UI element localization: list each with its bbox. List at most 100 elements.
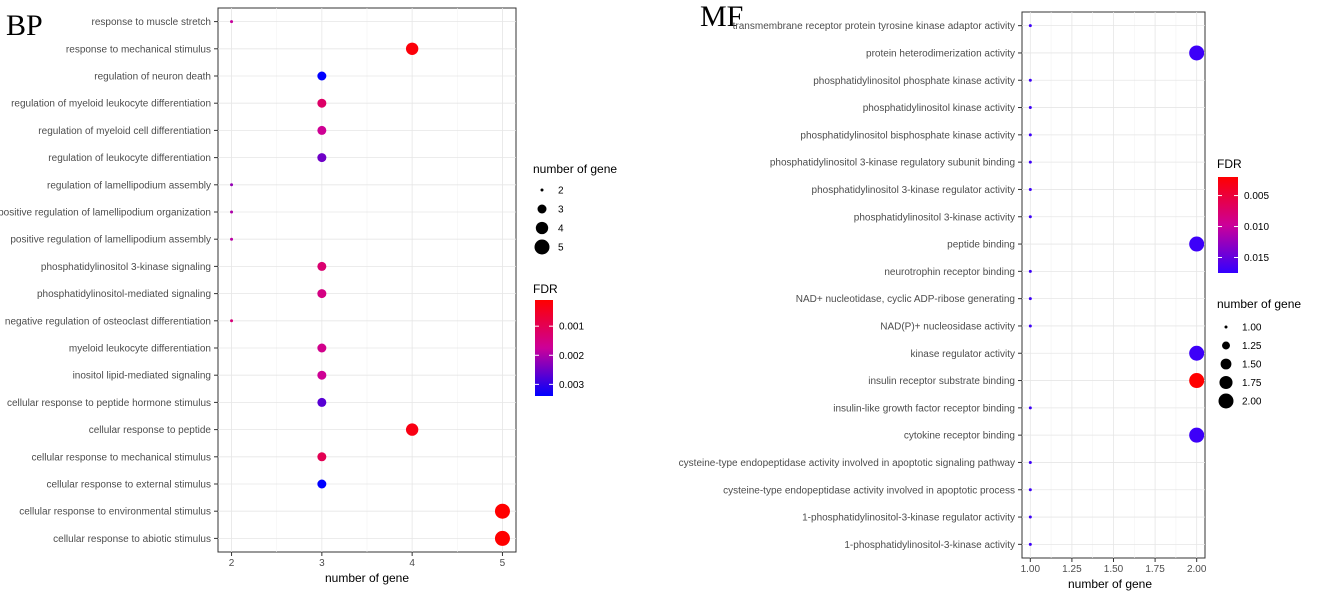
data-point — [230, 237, 234, 241]
mf-fdr-colorbar — [1218, 177, 1238, 273]
x-tick-label: 5 — [500, 558, 506, 569]
data-point — [230, 319, 234, 323]
category-label: regulation of myeloid leukocyte differen… — [11, 99, 211, 110]
mf-x-axis-title: number of gene — [1068, 577, 1152, 591]
x-tick-label: 1.25 — [1062, 564, 1082, 575]
x-tick-label: 1.75 — [1145, 564, 1165, 575]
category-label: cellular response to environmental stimu… — [19, 507, 211, 518]
category-label: phosphatidylinositol bisphosphate kinase… — [800, 130, 1015, 141]
data-point — [317, 479, 327, 489]
data-point — [494, 530, 510, 546]
category-label: phosphatidylinositol kinase activity — [863, 103, 1015, 114]
bp-color-legend: FDR 0.001 0.002 0.003 — [533, 282, 584, 396]
mf-panel-label: MF — [700, 0, 743, 33]
size-legend-label: 1.50 — [1242, 360, 1262, 371]
size-legend-dot — [1224, 325, 1228, 329]
data-point — [317, 71, 327, 81]
data-point — [1028, 406, 1032, 410]
size-legend-dot — [1219, 375, 1233, 390]
size-legend-label: 1.75 — [1242, 378, 1262, 389]
category-label: response to mechanical stimulus — [66, 44, 211, 55]
bp-color-legend-title: FDR — [533, 282, 558, 296]
category-label: regulation of lamellipodium assembly — [47, 180, 211, 191]
category-label: phosphatidylinositol 3-kinase regulatory… — [770, 158, 1015, 169]
category-label: positive regulation of lamellipodium org… — [0, 208, 211, 219]
data-point — [1028, 106, 1032, 110]
category-label: transmembrane receptor protein tyrosine … — [733, 21, 1015, 32]
data-point — [317, 370, 327, 380]
data-point — [317, 289, 327, 299]
data-point — [317, 343, 327, 353]
x-tick-label: 1.00 — [1021, 564, 1041, 575]
x-tick-label: 3 — [319, 558, 325, 569]
mf-size-legend-title: number of gene — [1217, 297, 1301, 311]
size-legend-label: 2 — [558, 186, 564, 197]
data-point — [317, 397, 327, 407]
size-legend-dot — [540, 188, 544, 192]
bp-x-axis-title: number of gene — [325, 571, 409, 585]
size-legend-label: 3 — [558, 205, 564, 216]
data-point — [1189, 45, 1205, 61]
category-label: positive regulation of lamellipodium ass… — [10, 235, 211, 246]
data-point — [494, 503, 510, 519]
colorbar-label: 0.002 — [559, 351, 584, 362]
data-point — [317, 153, 327, 163]
x-tick-label: 1.50 — [1104, 564, 1124, 575]
category-label: phosphatidylinositol phosphate kinase ac… — [813, 76, 1015, 87]
category-label: myeloid leukocyte differentiation — [69, 344, 211, 355]
data-point — [1189, 345, 1205, 361]
x-tick-label: 2.00 — [1187, 564, 1207, 575]
category-label: cellular response to external stimulus — [46, 480, 211, 491]
category-label: protein heterodimerization activity — [866, 48, 1015, 59]
data-point — [317, 452, 327, 462]
data-point — [230, 183, 234, 187]
size-legend-label: 4 — [558, 224, 564, 235]
mf-color-legend: FDR 0.005 0.010 0.015 — [1217, 157, 1269, 273]
category-label: negative regulation of osteoclast differ… — [5, 316, 211, 327]
colorbar-label: 0.015 — [1244, 253, 1269, 264]
mf-size-legend: number of gene 1.00 1.25 1.50 1.75 2.00 — [1217, 297, 1301, 409]
data-point — [1189, 427, 1205, 443]
data-point — [1028, 160, 1032, 164]
data-point — [317, 125, 327, 135]
size-legend-dot — [1220, 358, 1232, 370]
x-tick-label: 2 — [229, 558, 235, 569]
bp-size-legend: number of gene 2 3 4 5 — [533, 162, 617, 255]
bp-size-legend-title: number of gene — [533, 162, 617, 176]
size-legend-dot — [537, 204, 547, 214]
data-point — [1028, 542, 1032, 546]
data-point — [1028, 460, 1032, 464]
size-legend-dot — [1218, 393, 1234, 409]
category-label: response to muscle stretch — [92, 17, 212, 28]
category-label: kinase regulator activity — [911, 349, 1016, 360]
data-point — [1028, 488, 1032, 492]
data-point — [1028, 324, 1032, 328]
category-label: regulation of myeloid cell differentiati… — [38, 126, 211, 137]
data-point — [1028, 215, 1032, 219]
data-point — [1028, 515, 1032, 519]
data-point — [230, 210, 234, 214]
data-point — [317, 261, 327, 271]
data-point — [1028, 133, 1032, 137]
category-label: peptide binding — [947, 240, 1015, 251]
data-point — [230, 20, 234, 24]
category-label: 1-phosphatidylinositol-3-kinase regulato… — [802, 513, 1015, 524]
size-legend-dot — [535, 221, 549, 235]
data-point — [405, 423, 419, 436]
data-point — [1028, 78, 1032, 82]
bp-panel-label: BP — [6, 9, 43, 42]
data-point — [1028, 24, 1032, 28]
category-label: NAD+ nucleotidase, cyclic ADP-ribose gen… — [796, 294, 1015, 305]
category-label: neurotrophin receptor binding — [884, 267, 1015, 278]
category-label: inositol lipid-mediated signaling — [73, 371, 211, 382]
category-label: phosphatidylinositol 3-kinase regulator … — [812, 185, 1015, 196]
category-label: cysteine-type endopeptidase activity inv… — [723, 485, 1015, 496]
mf-color-legend-title: FDR — [1217, 157, 1242, 171]
category-label: cellular response to peptide — [89, 425, 212, 436]
data-point — [1189, 373, 1205, 389]
x-tick-label: 4 — [409, 558, 415, 569]
size-legend-dot — [534, 239, 550, 255]
category-label: regulation of neuron death — [94, 72, 211, 83]
data-point — [405, 42, 419, 55]
